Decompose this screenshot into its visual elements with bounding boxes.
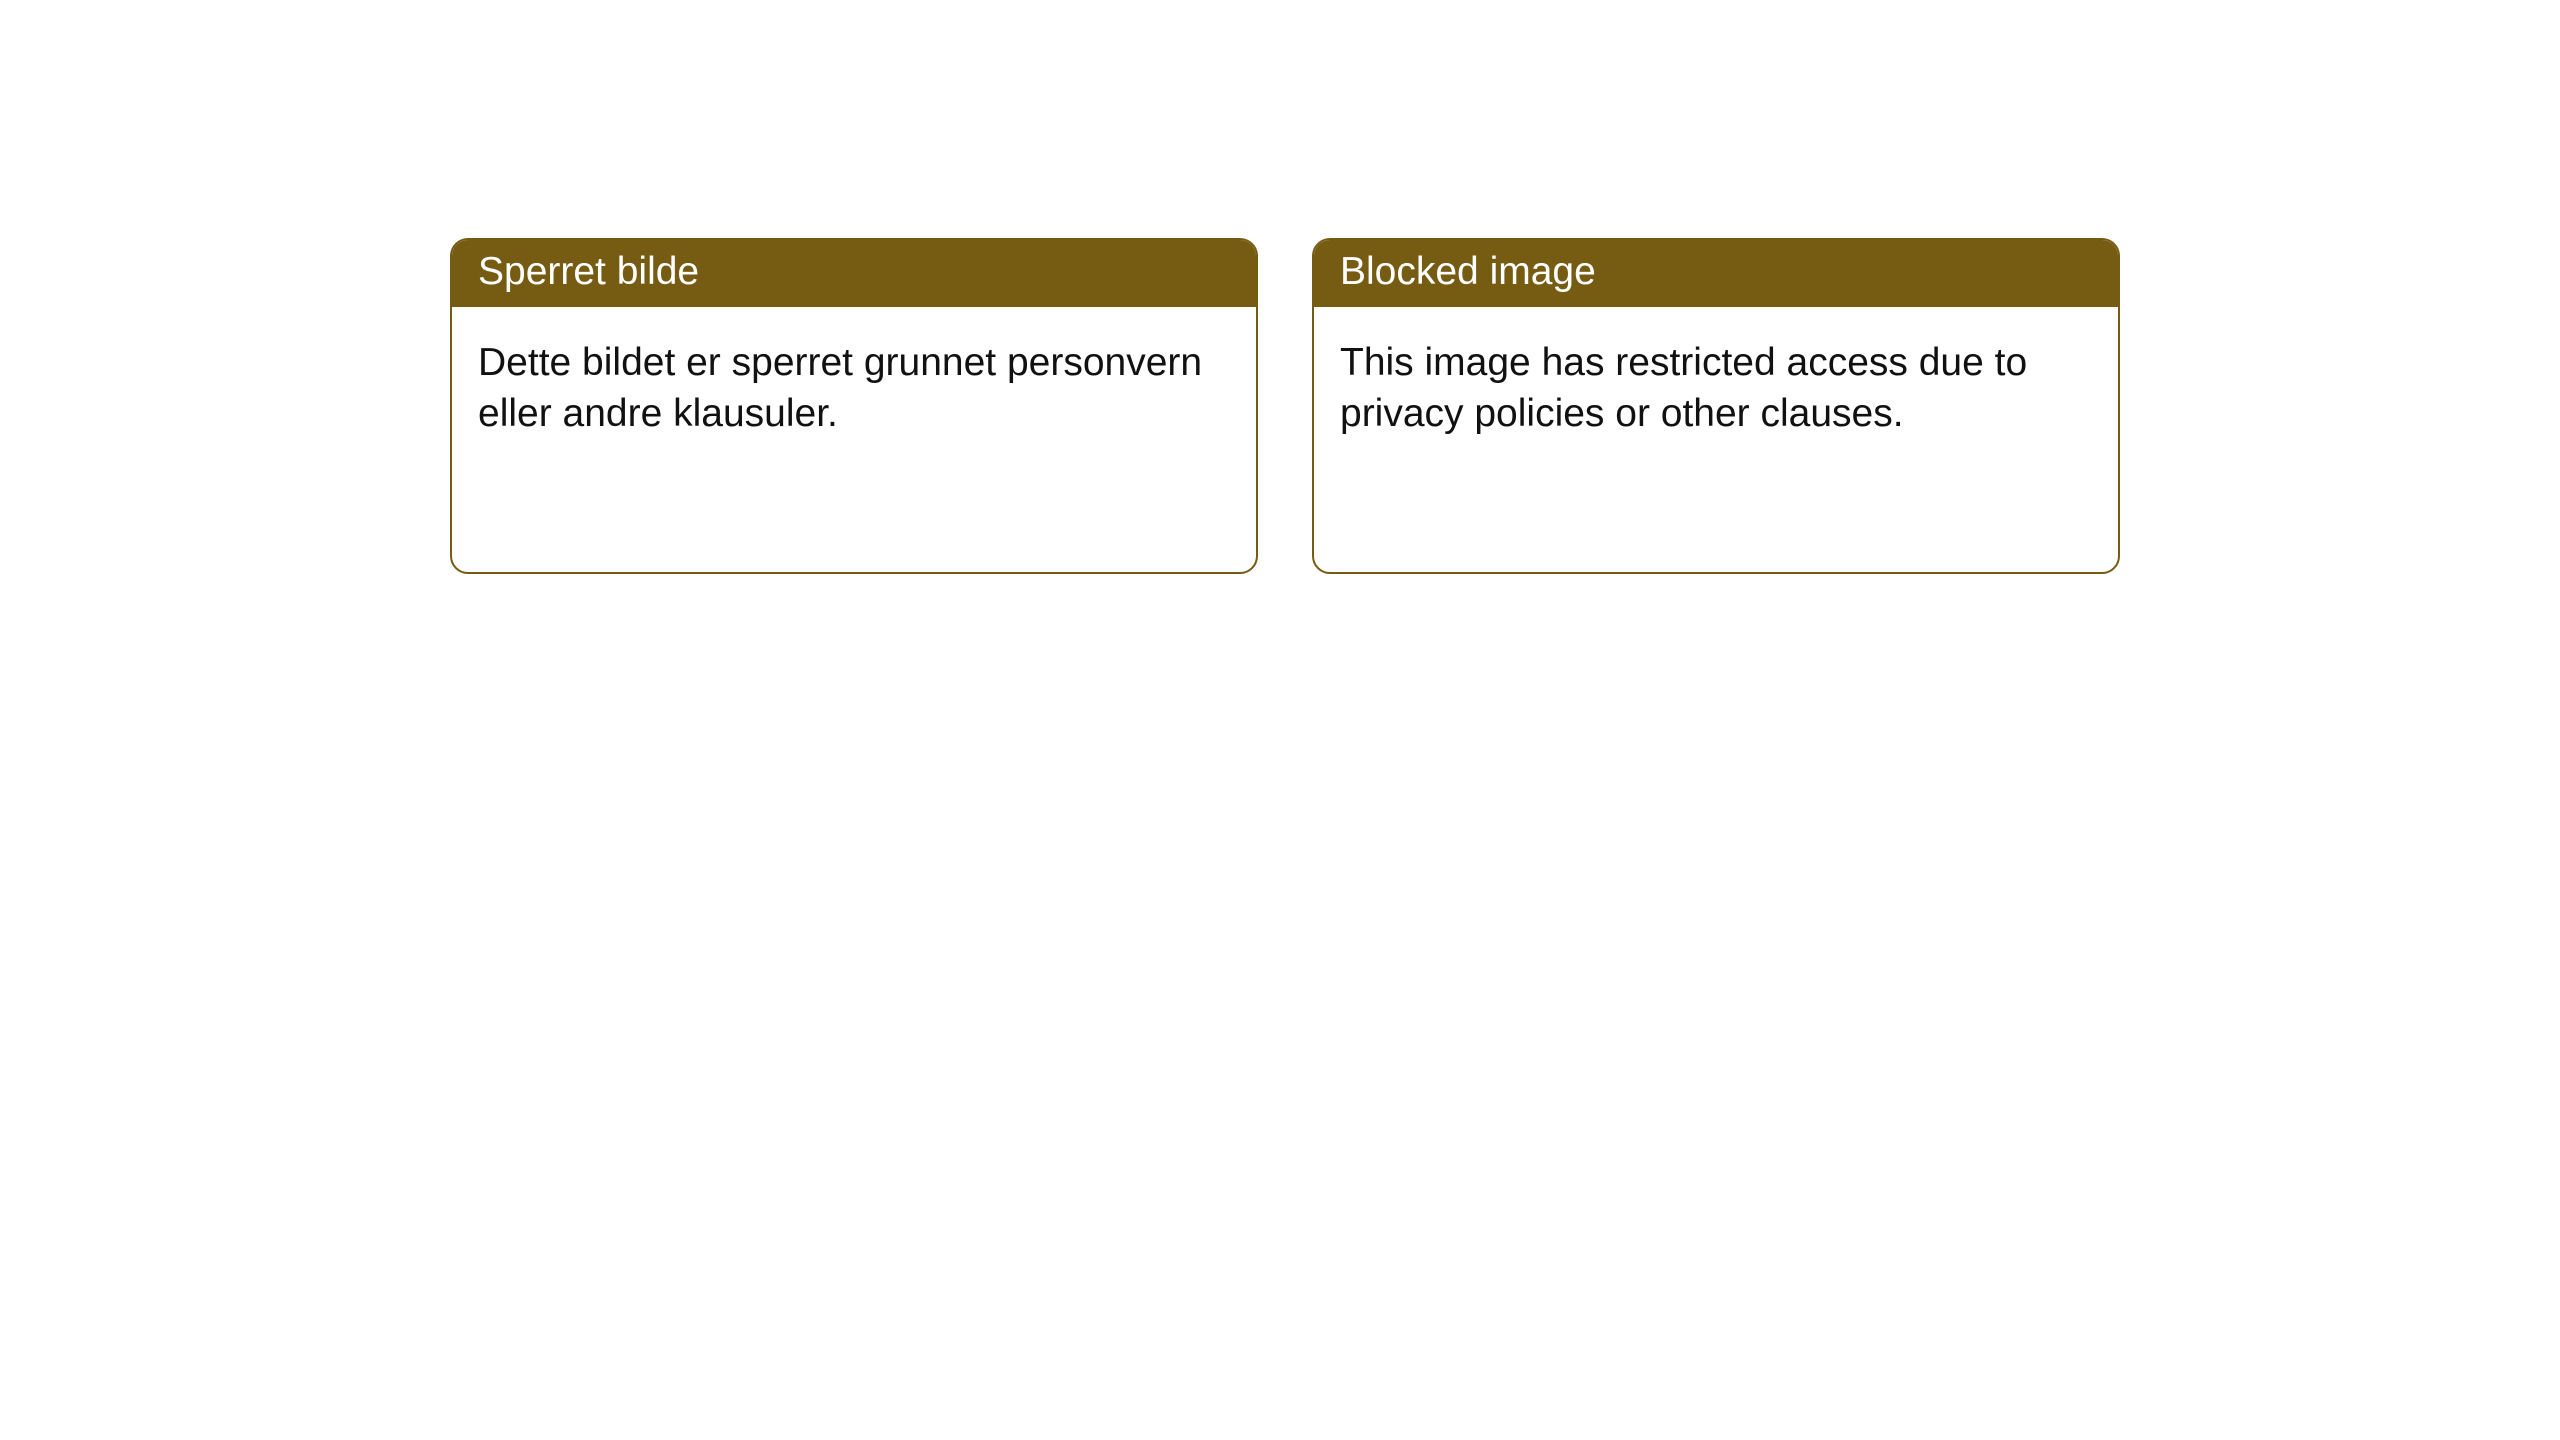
- card-title: Blocked image: [1340, 250, 1596, 293]
- card-header: Sperret bilde: [452, 240, 1256, 307]
- notice-card-norwegian: Sperret bilde Dette bildet er sperret gr…: [450, 238, 1258, 574]
- card-body: This image has restricted access due to …: [1314, 307, 2118, 470]
- notice-container: Sperret bilde Dette bildet er sperret gr…: [0, 0, 2560, 574]
- card-body: Dette bildet er sperret grunnet personve…: [452, 307, 1256, 470]
- notice-card-english: Blocked image This image has restricted …: [1312, 238, 2120, 574]
- card-header: Blocked image: [1314, 240, 2118, 307]
- card-title: Sperret bilde: [478, 250, 699, 293]
- card-body-text: This image has restricted access due to …: [1340, 341, 2027, 435]
- card-body-text: Dette bildet er sperret grunnet personve…: [478, 341, 1202, 435]
